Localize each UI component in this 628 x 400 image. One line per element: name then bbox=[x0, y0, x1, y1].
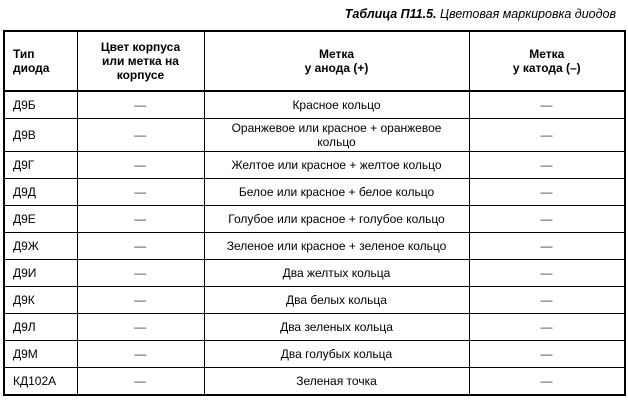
diode-marking-table: Тип диода Цвет корпуса или метка на корп… bbox=[3, 30, 626, 396]
cell-anode-mark: Оранжевое или красное + оранжевое кольцо bbox=[203, 118, 470, 152]
cell-anode-mark: Желтое или красное + желтое кольцо bbox=[203, 151, 470, 179]
cell-anode-mark: Два голубых кольца bbox=[203, 340, 470, 368]
table-row: Д9Б — Красное кольцо — bbox=[3, 90, 626, 119]
table-body: Д9Б — Красное кольцо — Д9В — Оранжевое и… bbox=[3, 90, 626, 396]
header-cathode-mark: Метка у катода (–) bbox=[468, 30, 626, 92]
cell-diode-type: Д9Д bbox=[3, 178, 78, 206]
cell-anode-mark: Голубое или красное + голубое кольцо bbox=[203, 205, 470, 233]
cell-body-color: — bbox=[76, 286, 205, 314]
table-row: Д9Г — Желтое или красное + желтое кольцо… bbox=[3, 151, 626, 179]
cell-cathode-mark: — bbox=[468, 286, 626, 314]
table-row: Д9К — Два белых кольца — bbox=[3, 286, 626, 314]
cell-body-color: — bbox=[76, 205, 205, 233]
table-row: Д9Ж — Зеленое или красное + зеленое коль… bbox=[3, 232, 626, 260]
cell-diode-type: Д9К bbox=[3, 286, 78, 314]
cell-cathode-mark: — bbox=[468, 118, 626, 152]
cell-diode-type: Д9В bbox=[3, 118, 78, 152]
cell-cathode-mark: — bbox=[468, 205, 626, 233]
cell-cathode-mark: — bbox=[468, 367, 626, 396]
header-anode-mark: Метка у анода (+) bbox=[203, 30, 470, 92]
table-row: Д9В — Оранжевое или красное + оранжевое … bbox=[3, 118, 626, 152]
cell-anode-mark: Белое или красное + белое кольцо bbox=[203, 178, 470, 206]
cell-body-color: — bbox=[76, 151, 205, 179]
cell-anode-mark: Зеленое или красное + зеленое кольцо bbox=[203, 232, 470, 260]
cell-diode-type: Д9Ж bbox=[3, 232, 78, 260]
table-title: Таблица П11.5. Цветовая маркировка диодо… bbox=[0, 6, 616, 22]
cell-anode-mark: Красное кольцо bbox=[203, 90, 470, 119]
cell-body-color: — bbox=[76, 232, 205, 260]
cell-diode-type: Д9И bbox=[3, 259, 78, 287]
cell-anode-mark: Два зеленых кольца bbox=[203, 313, 470, 341]
cell-anode-mark: Два желтых кольца bbox=[203, 259, 470, 287]
cell-diode-type: Д9Е bbox=[3, 205, 78, 233]
cell-diode-type: Д9Г bbox=[3, 151, 78, 179]
cell-cathode-mark: — bbox=[468, 340, 626, 368]
table-row: Д9И — Два желтых кольца — bbox=[3, 259, 626, 287]
header-diode-type: Тип диода bbox=[3, 30, 78, 92]
cell-body-color: — bbox=[76, 118, 205, 152]
cell-body-color: — bbox=[76, 259, 205, 287]
cell-anode-mark: Зеленая точка bbox=[203, 367, 470, 396]
header-body-color: Цвет корпуса или метка на корпусе bbox=[76, 30, 205, 92]
table-title-caption: Цветовая маркировка диодов bbox=[436, 7, 616, 21]
cell-body-color: — bbox=[76, 178, 205, 206]
cell-cathode-mark: — bbox=[468, 151, 626, 179]
table-row: Д9Л — Два зеленых кольца — bbox=[3, 313, 626, 341]
cell-cathode-mark: — bbox=[468, 232, 626, 260]
cell-cathode-mark: — bbox=[468, 178, 626, 206]
cell-diode-type: Д9Б bbox=[3, 90, 78, 119]
table-row: Д9Е — Голубое или красное + голубое коль… bbox=[3, 205, 626, 233]
cell-body-color: — bbox=[76, 367, 205, 396]
cell-body-color: — bbox=[76, 90, 205, 119]
cell-cathode-mark: — bbox=[468, 90, 626, 119]
table-title-number: Таблица П11.5. bbox=[344, 7, 437, 21]
cell-diode-type: Д9Л bbox=[3, 313, 78, 341]
cell-cathode-mark: — bbox=[468, 313, 626, 341]
table-row: КД102А — Зеленая точка — bbox=[3, 367, 626, 396]
cell-diode-type: Д9М bbox=[3, 340, 78, 368]
header-row: Тип диода Цвет корпуса или метка на корп… bbox=[3, 30, 626, 92]
cell-diode-type: КД102А bbox=[3, 367, 78, 396]
cell-anode-mark: Два белых кольца bbox=[203, 286, 470, 314]
cell-body-color: — bbox=[76, 340, 205, 368]
cell-cathode-mark: — bbox=[468, 259, 626, 287]
table-row: Д9Д — Белое или красное + белое кольцо — bbox=[3, 178, 626, 206]
cell-body-color: — bbox=[76, 313, 205, 341]
table-row: Д9М — Два голубых кольца — bbox=[3, 340, 626, 368]
